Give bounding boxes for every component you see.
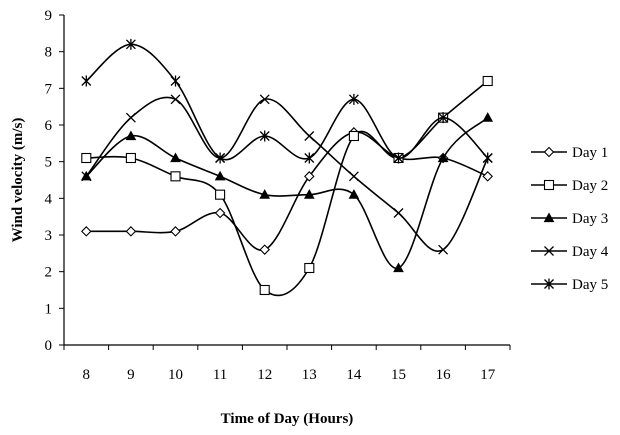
series-group — [80, 38, 494, 297]
legend-marker — [543, 179, 555, 191]
y-tick-label: 5 — [45, 155, 53, 171]
legend-marker — [543, 146, 555, 158]
data-point — [125, 152, 136, 164]
y-tick-label: 8 — [45, 45, 53, 61]
data-point — [393, 152, 404, 164]
data-point — [125, 112, 136, 123]
data-point — [304, 171, 315, 182]
y-tick-label: 6 — [45, 118, 53, 134]
x-tick-label: 17 — [480, 367, 496, 383]
data-point — [125, 38, 136, 50]
data-point — [348, 93, 359, 105]
x-tick-label: 15 — [391, 367, 406, 383]
series-4 — [81, 94, 493, 255]
x-tick-label: 14 — [346, 367, 362, 383]
legend-label: Day 3 — [572, 211, 608, 227]
series-line — [86, 80, 489, 297]
data-point — [438, 244, 449, 255]
legend-label: Day 4 — [572, 244, 609, 260]
data-point — [304, 131, 315, 141]
legend-marker — [544, 278, 554, 290]
legend-item-2: Day 2 — [531, 178, 608, 194]
y-tick-label: 9 — [45, 8, 53, 24]
data-point — [482, 75, 493, 87]
data-point — [348, 189, 360, 199]
data-point — [482, 112, 494, 122]
series-line — [85, 96, 489, 253]
data-point — [170, 152, 181, 163]
data-point — [81, 75, 92, 87]
y-tick-label: 1 — [45, 301, 53, 317]
x-tick-label: 12 — [257, 367, 272, 383]
x-axis-title: Time of Day (Hours) — [221, 411, 354, 427]
data-point — [304, 262, 315, 274]
y-tick-label: 3 — [45, 228, 53, 244]
data-point — [214, 170, 226, 181]
data-point — [303, 189, 315, 199]
data-point — [170, 226, 181, 237]
y-tick-label: 0 — [45, 338, 53, 354]
data-point — [125, 130, 137, 141]
x-tick-label: 9 — [127, 367, 135, 383]
data-point — [259, 130, 270, 142]
legend-label: Day 2 — [572, 178, 608, 194]
data-point — [348, 130, 359, 142]
data-point — [259, 244, 270, 255]
data-point — [348, 171, 359, 182]
legend-marker — [544, 246, 554, 256]
data-point — [259, 284, 270, 296]
data-point — [259, 94, 270, 105]
data-point — [214, 207, 226, 219]
data-point — [170, 94, 181, 105]
series-5 — [81, 38, 493, 164]
x-tick-label: 16 — [436, 367, 452, 383]
legend-marker — [543, 212, 555, 223]
x-tick-label: 13 — [302, 367, 317, 383]
series-line — [85, 43, 489, 161]
data-point — [437, 152, 449, 163]
data-point — [304, 152, 315, 164]
data-point — [81, 152, 92, 164]
y-axis-title: Wind velocity (m/s) — [10, 118, 26, 243]
data-point — [393, 208, 404, 218]
data-point — [170, 75, 181, 87]
data-point — [170, 171, 181, 182]
data-point — [438, 112, 449, 124]
data-point — [125, 226, 137, 237]
data-point — [215, 189, 226, 200]
data-point — [482, 171, 493, 182]
data-point — [259, 189, 271, 199]
y-tick-label: 4 — [45, 191, 53, 207]
legend-item-4: Day 4 — [531, 244, 609, 260]
legend-item-3: Day 3 — [531, 211, 608, 227]
data-point — [81, 171, 92, 182]
x-tick-label: 11 — [213, 367, 227, 383]
series-2 — [81, 75, 493, 297]
data-point — [482, 152, 493, 164]
y-tick-label: 7 — [45, 81, 53, 97]
legend-item-1: Day 1 — [531, 145, 608, 161]
legend-label: Day 5 — [572, 277, 608, 293]
x-tick-label: 8 — [83, 367, 91, 383]
legend-item-5: Day 5 — [531, 277, 608, 293]
x-tick-label: 10 — [168, 367, 183, 383]
y-tick-label: 2 — [45, 265, 53, 281]
data-point — [215, 152, 226, 164]
data-point — [393, 262, 404, 273]
data-point — [81, 226, 92, 237]
legend-group: Day 1 Day 2 Day 3 Day 4 Day 5 — [531, 145, 609, 293]
legend-label: Day 1 — [572, 145, 608, 161]
series-line — [86, 131, 489, 251]
